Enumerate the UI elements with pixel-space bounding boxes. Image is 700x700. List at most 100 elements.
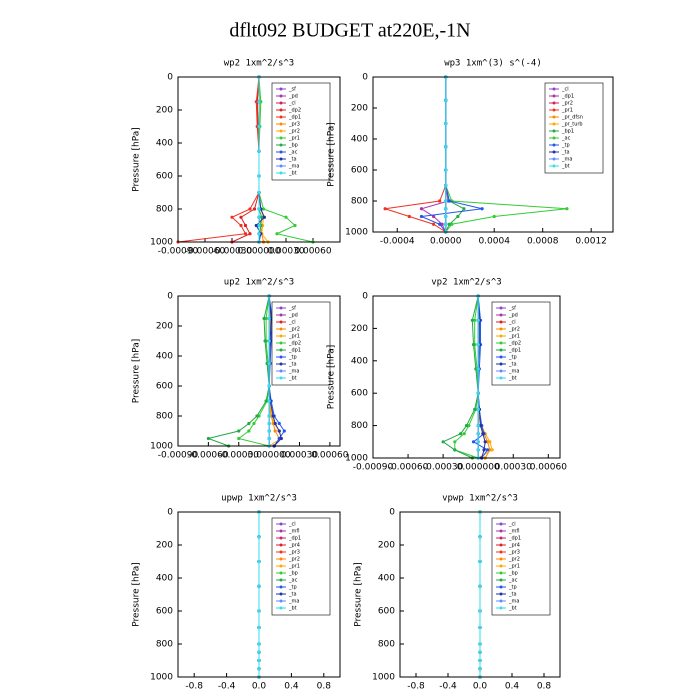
data-point xyxy=(237,436,241,441)
legend-marker xyxy=(279,592,283,596)
y-tick-label: 400 xyxy=(156,139,173,149)
x-tick-label: -0.4 xyxy=(439,682,457,692)
data-point xyxy=(264,399,268,403)
legend-label: _ac xyxy=(561,136,571,142)
legend-marker xyxy=(279,522,283,526)
legend-marker xyxy=(499,355,503,359)
x-tick-label: 0.00030 xyxy=(267,247,304,257)
legend-marker xyxy=(552,94,556,98)
data-point xyxy=(383,207,387,211)
legend-marker xyxy=(499,571,503,575)
data-point xyxy=(271,414,275,418)
legend-label: _dp2 xyxy=(288,108,301,114)
panel-title: upwp 1xm^2/s^3 xyxy=(221,494,297,504)
y-tick-label: 200 xyxy=(156,322,173,332)
legend-marker xyxy=(279,376,283,380)
y-tick-label: 600 xyxy=(156,382,173,392)
x-tick-label: 0.0 xyxy=(252,682,267,692)
data-point xyxy=(444,183,448,188)
x-tick-label: -0.00090 xyxy=(353,463,394,473)
data-point xyxy=(254,223,258,228)
data-point xyxy=(239,215,243,219)
legend-label: _ta xyxy=(508,592,517,598)
y-tick-label: 200 xyxy=(156,541,173,551)
legend-label: _dp2 xyxy=(508,341,521,347)
data-point xyxy=(279,436,283,441)
x-tick-label: -0.8 xyxy=(185,682,203,692)
data-point xyxy=(257,667,261,671)
x-tick-label: 0.000000 xyxy=(457,463,500,473)
legend-label: _tp xyxy=(508,355,517,361)
data-point xyxy=(419,214,424,219)
x-tick-label: -0.00090 xyxy=(158,247,199,257)
y-tick-label: 600 xyxy=(156,172,173,182)
data-point xyxy=(444,145,448,149)
x-tick-label: -0.0004 xyxy=(380,237,415,247)
y-tick-label: 0 xyxy=(167,73,173,83)
legend-label: _ma xyxy=(288,164,299,170)
data-point xyxy=(243,223,248,228)
legend-label: _dp1 xyxy=(508,536,521,542)
legend-marker xyxy=(499,578,503,582)
legend-marker xyxy=(499,585,503,589)
data-point xyxy=(206,436,210,441)
data-point xyxy=(257,609,261,613)
y-tick-label: 400 xyxy=(351,135,368,145)
data-point xyxy=(261,207,266,211)
data-point xyxy=(248,232,252,236)
legend-marker xyxy=(499,536,503,540)
legend-marker xyxy=(279,571,283,575)
legend-label: _bt xyxy=(561,164,570,170)
data-point xyxy=(243,232,248,236)
legend-marker xyxy=(279,355,283,359)
data-point xyxy=(459,432,463,436)
x-tick-label: -0.4 xyxy=(218,682,236,692)
data-point xyxy=(257,215,261,219)
legend-label: _cl xyxy=(508,320,516,326)
data-point xyxy=(230,215,234,219)
legend-label: _pr1 xyxy=(508,564,520,570)
data-point xyxy=(257,559,261,564)
legend-label: _pr1 xyxy=(288,564,300,570)
legend-marker xyxy=(279,157,283,161)
legend-marker xyxy=(279,543,283,547)
data-point xyxy=(237,429,241,433)
legend-marker xyxy=(552,164,556,168)
legend-label: _pr1 xyxy=(561,108,573,114)
data-point xyxy=(480,207,484,211)
x-tick-label: -0.00090 xyxy=(158,451,199,461)
figure-title: dflt092 BUDGET at220E,-1N xyxy=(229,20,470,42)
legend-label: _cl xyxy=(288,101,296,107)
panel-title: up2 1xm^2/s^3 xyxy=(224,278,294,288)
data-point xyxy=(478,625,482,630)
y-tick-label: 400 xyxy=(351,356,368,366)
legend-label: _ta xyxy=(561,150,570,156)
data-point xyxy=(483,440,487,444)
y-tick-label: 1000 xyxy=(150,238,173,248)
y-axis-label: Pressure [hPa] xyxy=(132,339,142,404)
legend-label: _ac xyxy=(508,578,518,584)
legend-label: _ta xyxy=(288,362,297,368)
data-point xyxy=(239,223,243,228)
legend-marker xyxy=(552,157,556,161)
axes-frame xyxy=(372,76,614,233)
data-point xyxy=(462,207,466,211)
legend-marker xyxy=(499,313,503,317)
legend-label: _tp xyxy=(288,585,297,591)
data-point xyxy=(273,421,277,426)
legend-marker xyxy=(279,143,283,147)
data-point xyxy=(257,650,261,654)
legend-label: _ma xyxy=(508,369,519,375)
legend-label: _ac xyxy=(288,150,298,156)
x-tick-label: 0.00030 xyxy=(281,451,318,461)
data-point xyxy=(432,214,436,219)
legend-marker xyxy=(279,341,283,345)
legend-marker xyxy=(499,592,503,596)
y-tick-label: 0 xyxy=(167,292,173,302)
legend-label: _sf xyxy=(288,87,296,93)
data-point xyxy=(257,190,261,195)
legend-marker xyxy=(499,341,503,345)
panel-title: vp2 1xm^2/s^3 xyxy=(431,278,501,288)
panel-title: wp2 1xm^2/s^3 xyxy=(224,59,294,69)
